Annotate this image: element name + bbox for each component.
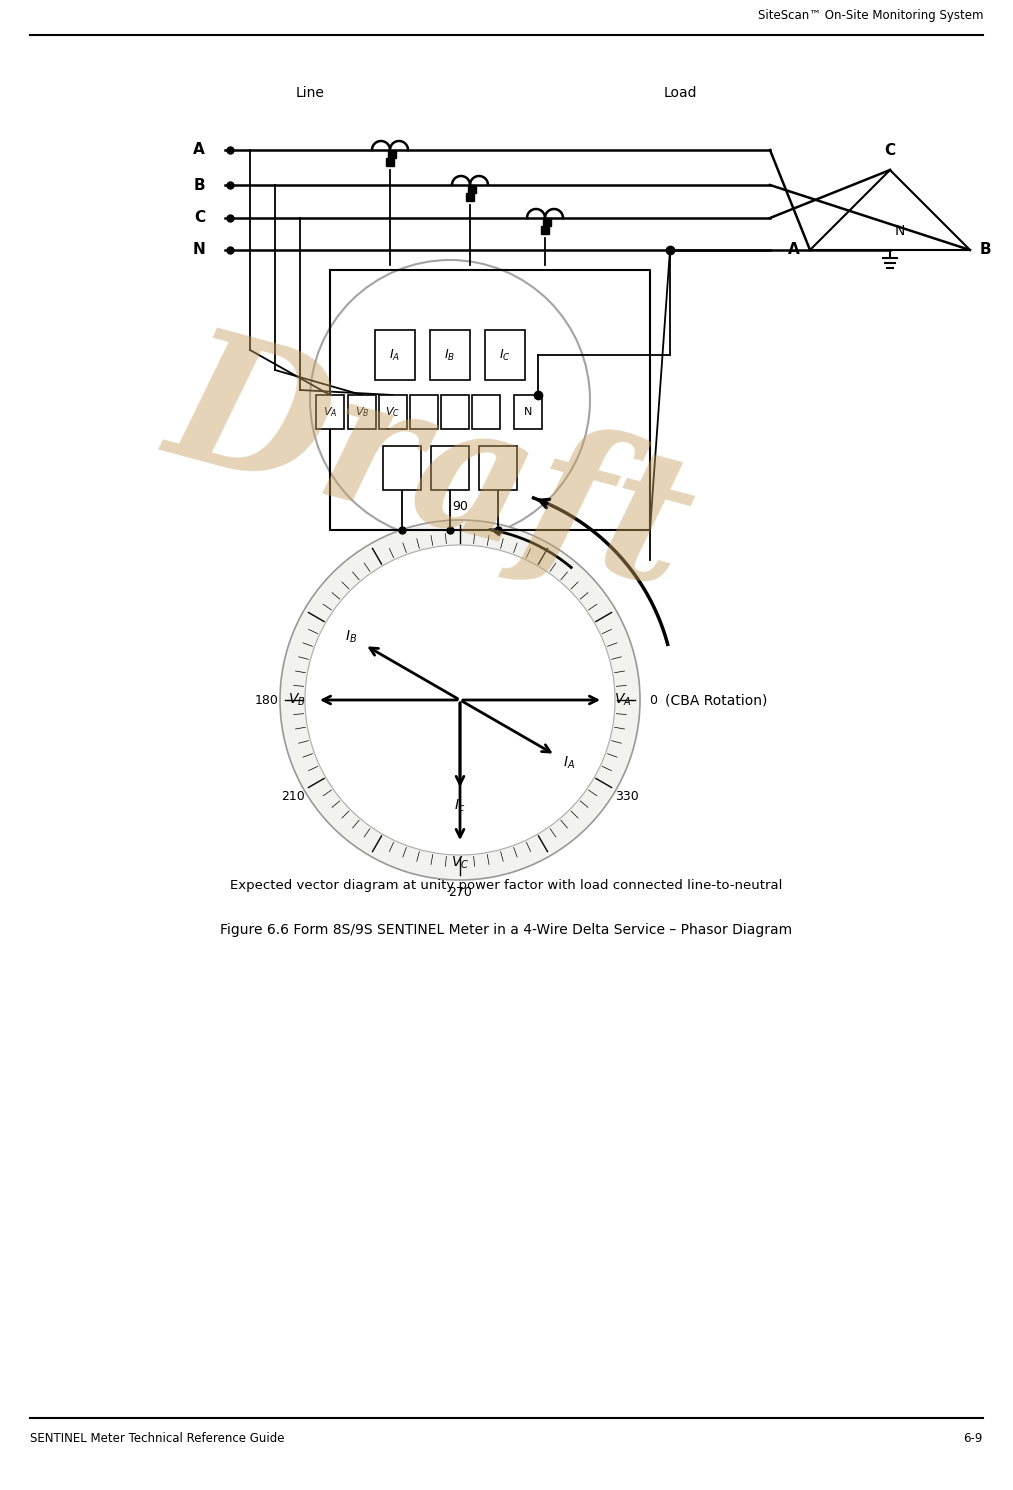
Text: $V_B$: $V_B$ [289,691,306,708]
Circle shape [305,545,615,855]
Bar [472,395,500,429]
Text: 210: 210 [281,790,305,803]
Text: Expected vector diagram at unity power factor with load connected line-to-neutra: Expected vector diagram at unity power f… [230,879,782,891]
Text: $I_c$: $I_c$ [455,797,466,814]
Bar [430,329,470,380]
Text: $V_B$: $V_B$ [355,405,369,419]
Text: Figure 6.6 Form 8S/9S SENTINEL Meter in a 4-Wire Delta Service – Phasor Diagram: Figure 6.6 Form 8S/9S SENTINEL Meter in … [220,922,792,937]
Text: $V_C$: $V_C$ [386,405,400,419]
Text: Load: Load [664,86,697,100]
Text: 330: 330 [615,790,639,803]
Text: $V_A$: $V_A$ [614,691,632,708]
Text: 6-9: 6-9 [963,1432,983,1445]
Bar [375,329,415,380]
Bar [383,446,421,490]
Text: 180: 180 [255,693,279,706]
Text: $I_B$: $I_B$ [344,629,357,645]
Text: SENTINEL Meter Technical Reference Guide: SENTINEL Meter Technical Reference Guide [30,1432,285,1445]
Text: $V_C$: $V_C$ [451,855,469,872]
Text: $V_A$: $V_A$ [323,405,337,419]
Text: C: C [193,210,205,225]
Text: C: C [884,143,895,158]
Text: $I_A$: $I_A$ [389,347,400,362]
Bar [479,446,517,490]
Text: B: B [980,243,992,258]
Text: N: N [192,243,205,258]
Text: A: A [788,243,800,258]
Bar [316,395,344,429]
Text: (CBA Rotation): (CBA Rotation) [665,693,768,706]
Bar [441,395,469,429]
Text: N: N [524,407,532,417]
Circle shape [310,259,590,539]
Text: 90: 90 [452,501,468,514]
Bar [431,446,469,490]
Text: $I_B$: $I_B$ [445,347,456,362]
Text: 270: 270 [448,887,472,900]
Bar [348,395,376,429]
Bar [485,329,525,380]
Bar [410,395,438,429]
Text: A: A [193,143,205,158]
Text: Draft: Draft [151,316,709,624]
Text: SiteScan™ On-Site Monitoring System: SiteScan™ On-Site Monitoring System [758,9,983,22]
Text: $I_A$: $I_A$ [563,755,575,772]
Bar [379,395,407,429]
Circle shape [280,520,640,881]
Text: N: N [895,224,906,238]
Bar [514,395,542,429]
Text: Line: Line [296,86,324,100]
Text: B: B [193,177,205,192]
Text: $I_C$: $I_C$ [499,347,511,362]
Text: 0: 0 [649,693,657,706]
